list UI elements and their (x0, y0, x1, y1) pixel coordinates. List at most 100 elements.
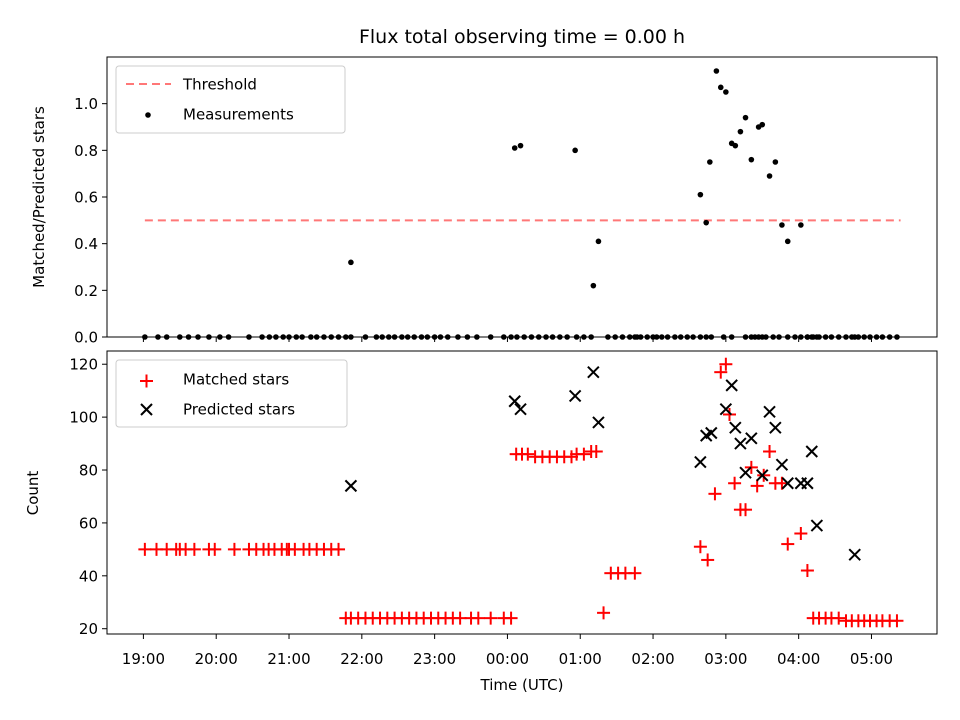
top-legend: Threshold Measurements (115, 65, 346, 134)
measurement-point (703, 219, 710, 226)
x-tick-label: 22:00 (340, 650, 383, 668)
predicted-stars-point (756, 469, 769, 482)
matched-stars-point (693, 540, 707, 554)
top-y-tick-label: 0.0 (74, 329, 98, 347)
measurement-point (759, 121, 766, 128)
matched-stars-point (208, 542, 222, 556)
measurement-point (732, 142, 739, 149)
legend-measurements-label: Measurements (183, 106, 294, 124)
top-ylabel: Matched/Predicted stars (30, 106, 48, 288)
top-y-tick-label: 0.4 (74, 235, 98, 253)
measurement-point (348, 259, 354, 266)
x-tick-label: 20:00 (195, 650, 238, 668)
matched-stars-point (890, 614, 904, 628)
legend-predicted-label: Predicted stars (183, 401, 295, 419)
predicted-stars-point (801, 477, 814, 490)
bottom-legend-box (115, 359, 348, 428)
matched-stars-point (227, 542, 241, 556)
predicted-stars-point (514, 402, 527, 416)
matched-stars-point (597, 606, 611, 620)
matched-stars-point (628, 566, 642, 580)
bottom-y-tick-label: 40 (79, 567, 98, 585)
chart-title: Flux total observing time = 0.00 h (359, 26, 685, 48)
measurement-point (784, 238, 791, 245)
predicted-stars-point (592, 416, 605, 429)
measurement-point (742, 114, 749, 121)
matched-stars-point (744, 460, 758, 474)
predicted-stars-point (781, 477, 794, 490)
matched-stars-point (781, 537, 795, 551)
matched-stars-point (794, 526, 808, 540)
x-tick-label: 01:00 (559, 650, 602, 668)
top-y-tick-label: 1.0 (74, 95, 98, 113)
matched-stars-point (739, 503, 753, 517)
matched-stars-point (504, 611, 518, 625)
bottom-x-ticks: 19:00 20:00 21:00 22:00 23:00 00:00 01:00 02:00… (122, 634, 893, 668)
matched-stars-point (589, 445, 603, 459)
matched-stars-point (775, 476, 789, 490)
bottom-legend: Matched stars Predicted stars (115, 359, 348, 428)
panel-top: Matched/Predicted stars 0.0 0.2 0.4 0.6 0.8 1… (30, 56, 938, 347)
matched-stars-point (723, 407, 736, 421)
matched-stars-point (484, 611, 498, 625)
matched-stars-point (453, 611, 467, 625)
matched-stars-point (332, 542, 346, 556)
measurement-point (595, 238, 602, 245)
top-legend-box (115, 65, 346, 134)
x-tick-label: 02:00 (631, 650, 674, 668)
measurement-point (772, 159, 779, 165)
predicted-stars-point (745, 432, 758, 445)
bottom-y-tick-label: 100 (69, 409, 98, 427)
top-axes-frame (106, 56, 938, 338)
measurement-point (707, 159, 713, 165)
x-tick-label: 05:00 (850, 650, 893, 668)
legend-threshold-label: Threshold (182, 76, 257, 94)
matched-stars-point (714, 365, 728, 379)
matched-stars-point (832, 611, 846, 625)
matched-stars-point (577, 447, 591, 461)
predicted-stars-point (734, 437, 747, 450)
predicted-stars-point (848, 548, 861, 561)
predicted-stars-point (568, 389, 582, 403)
matched-stars-legend-swatch (140, 374, 153, 388)
predicted-stars-point (719, 402, 733, 416)
top-y-ticks: 0.0 0.2 0.4 0.6 0.8 1.0 (74, 95, 107, 347)
matched-stars-point (521, 447, 535, 461)
predicted-stars-point (810, 519, 824, 532)
matched-stars-point (708, 487, 722, 501)
matched-stars-point (719, 357, 733, 371)
panel-bottom: Count 20 40 60 80 100 120 19:00 20:00 21:00 22:0… (24, 350, 938, 694)
measurement-point (517, 142, 524, 149)
bottom-y-tick-label: 60 (79, 514, 98, 532)
measurement-point (717, 84, 724, 91)
predicted-stars-point (344, 479, 358, 493)
matched-stars-point (728, 476, 742, 490)
predicted-stars-point (705, 426, 718, 440)
bottom-y-ticks: 20 40 60 80 100 120 (69, 356, 107, 638)
x-tick-label: 19:00 (122, 650, 165, 668)
predicted-stars-point (739, 466, 752, 479)
x-tick-label: 03:00 (704, 650, 747, 668)
measurement-point (723, 89, 729, 95)
bottom-y-tick-label: 20 (79, 620, 98, 638)
bottom-y-tick-label: 80 (79, 462, 98, 480)
predicted-stars-point (805, 445, 818, 458)
x-tick-label: 21:00 (267, 650, 310, 668)
predicted-stars-point (775, 458, 789, 471)
matched-stars-point (757, 468, 771, 482)
legend-matched-label: Matched stars (183, 371, 289, 389)
bottom-axes-frame (106, 350, 938, 635)
predicted-stars-legend-swatch (140, 403, 153, 416)
matched-stars-point (471, 611, 485, 625)
measurement-point (798, 222, 804, 228)
x-axis-label: Time (UTC) (480, 676, 564, 694)
predicted-stars-point (694, 455, 707, 469)
measurement-point (737, 128, 744, 135)
measurement-point (572, 147, 578, 154)
top-y-tick-label: 0.6 (74, 189, 98, 207)
predicted-stars-point (729, 421, 742, 434)
bottom-plot-area (138, 357, 904, 628)
measurement-point (766, 173, 773, 179)
top-y-tick-label: 0.8 (74, 142, 98, 160)
matched-stars-point (187, 542, 201, 556)
